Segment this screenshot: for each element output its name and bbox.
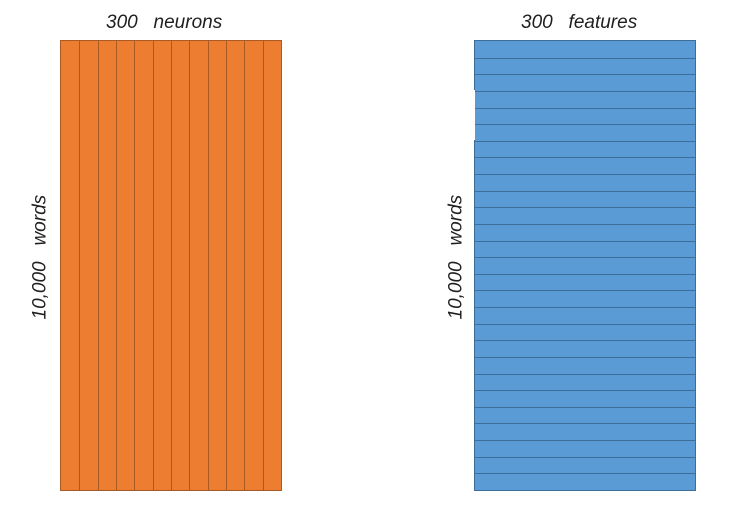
row-divider	[475, 423, 695, 424]
row-divider	[475, 257, 695, 258]
column-divider	[263, 41, 264, 490]
row-divider	[475, 191, 695, 192]
row-divider	[475, 340, 695, 341]
row-divider	[475, 224, 695, 225]
row-divider	[475, 157, 695, 158]
neurons-matrix	[60, 40, 282, 491]
column-divider	[116, 41, 117, 490]
matrix-edge-notch	[472, 90, 475, 140]
left-matrix-top-label: 300 neurons	[106, 12, 223, 33]
row-divider	[475, 91, 695, 92]
row-divider	[475, 407, 695, 408]
row-divider	[475, 440, 695, 441]
row-divider	[475, 324, 695, 325]
column-divider	[208, 41, 209, 490]
row-divider	[475, 108, 695, 109]
right-matrix-side-label: 10,000 words	[445, 194, 467, 320]
row-divider	[475, 357, 695, 358]
row-divider	[475, 457, 695, 458]
row-divider	[475, 241, 695, 242]
row-divider	[475, 390, 695, 391]
column-divider	[189, 41, 190, 490]
row-divider	[475, 74, 695, 75]
column-divider	[153, 41, 154, 490]
row-divider	[475, 290, 695, 291]
column-divider	[244, 41, 245, 490]
row-divider	[475, 174, 695, 175]
right-matrix-top-label: 300 features	[521, 12, 638, 33]
row-divider	[475, 473, 695, 474]
row-divider	[475, 307, 695, 308]
column-divider	[134, 41, 135, 490]
column-divider	[226, 41, 227, 490]
row-divider	[475, 58, 695, 59]
row-divider	[475, 124, 695, 125]
row-divider	[475, 207, 695, 208]
features-matrix	[474, 40, 696, 491]
column-divider	[171, 41, 172, 490]
row-divider	[475, 274, 695, 275]
column-divider	[98, 41, 99, 490]
row-divider	[475, 141, 695, 142]
row-divider	[475, 374, 695, 375]
column-divider	[79, 41, 80, 490]
left-matrix-side-label: 10,000 words	[29, 194, 51, 320]
